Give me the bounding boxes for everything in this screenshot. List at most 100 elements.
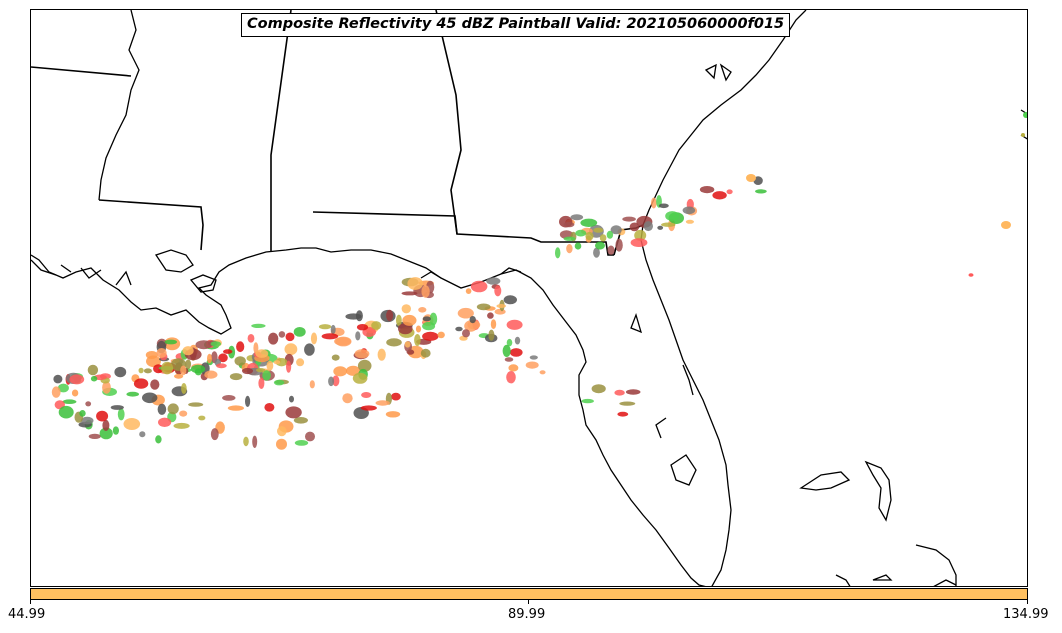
map-title: Composite Reflectivity 45 dBZ Paintball …	[241, 13, 791, 37]
reflectivity-blob	[71, 389, 79, 397]
reflectivity-blob	[617, 411, 629, 417]
reflectivity-blob	[296, 358, 305, 367]
reflectivity-blob	[102, 381, 111, 394]
reflectivity-blob	[496, 304, 507, 308]
reflectivity-blob	[490, 319, 497, 329]
reflectivity-blob	[575, 229, 587, 237]
reflectivity-blob	[99, 427, 113, 440]
reflectivity-blob	[1021, 133, 1025, 137]
reflectivity-blob	[328, 376, 335, 387]
reflectivity-blob	[506, 338, 513, 347]
reflectivity-blob	[243, 436, 249, 447]
reflectivity-blob	[385, 411, 401, 418]
reflectivity-blob	[273, 379, 285, 386]
reflectivity-blob	[57, 383, 69, 393]
reflectivity-blob	[185, 359, 192, 370]
reflectivity-blob	[407, 277, 424, 290]
reflectivity-blob	[255, 349, 269, 358]
reflectivity-blob	[356, 324, 369, 331]
reflectivity-blob	[236, 341, 245, 353]
reflectivity-blob	[155, 435, 162, 444]
reflectivity-blob	[123, 418, 141, 430]
reflectivity-blob	[126, 391, 139, 397]
reflectivity-blob	[514, 336, 521, 345]
reflectivity-blob	[331, 354, 340, 361]
reflectivity-blob	[222, 395, 236, 401]
reflectivity-blob	[599, 234, 607, 242]
reflectivity-blob	[114, 366, 127, 378]
reflectivity-blob	[494, 308, 506, 315]
reflectivity-blob	[79, 410, 86, 417]
reflectivity-blob	[488, 329, 495, 341]
reflectivity-blob	[619, 401, 636, 406]
reflectivity-blob	[273, 360, 281, 365]
reflectivity-blob	[227, 405, 244, 411]
reflectivity-blob	[375, 400, 390, 406]
reflectivity-blob	[593, 227, 604, 233]
reflectivity-blob	[143, 368, 152, 374]
reflectivity-blob	[486, 277, 501, 285]
reflectivity-blob	[563, 236, 576, 241]
reflectivity-blob	[146, 355, 161, 368]
reflectivity-blob	[268, 332, 279, 345]
reflectivity-blob	[195, 340, 213, 350]
reflectivity-blob	[332, 375, 340, 387]
reflectivity-blob	[223, 349, 233, 354]
reflectivity-blob	[570, 214, 584, 221]
reflectivity-blob	[181, 383, 187, 394]
reflectivity-blob	[285, 406, 302, 419]
reflectivity-blob	[173, 422, 190, 429]
reflectivity-blob	[85, 401, 92, 407]
reflectivity-blob	[157, 403, 167, 415]
reflectivity-blob	[305, 431, 315, 442]
reflectivity-blob	[167, 403, 179, 415]
reflectivity-blob	[593, 247, 600, 258]
reflectivity-blob	[304, 343, 315, 356]
reflectivity-blob	[422, 321, 436, 331]
reflectivity-blob	[330, 324, 336, 335]
reflectivity-blob	[245, 395, 251, 407]
reflectivity-paintballs	[51, 112, 1027, 450]
reflectivity-blob	[102, 419, 110, 431]
reflectivity-blob	[242, 367, 253, 375]
reflectivity-blob	[509, 348, 523, 357]
reflectivity-blob	[96, 410, 109, 422]
reflectivity-blob	[210, 428, 219, 441]
state-borders	[31, 10, 644, 256]
reflectivity-blob	[377, 348, 386, 361]
coastline	[31, 10, 1027, 586]
reflectivity-blob	[615, 238, 623, 252]
reflectivity-blob	[529, 355, 538, 360]
reflectivity-blob	[1001, 221, 1011, 229]
reflectivity-blob	[476, 303, 491, 311]
reflectivity-blob	[266, 360, 274, 371]
reflectivity-blob	[726, 189, 733, 195]
reflectivity-blob	[574, 242, 582, 250]
map-canvas	[31, 10, 1027, 586]
reflectivity-blob	[685, 219, 695, 224]
colorbar	[30, 588, 1028, 600]
reflectivity-blob	[58, 405, 74, 419]
reflectivity-blob	[625, 389, 641, 395]
reflectivity-blob	[293, 417, 308, 424]
reflectivity-blob	[404, 341, 411, 348]
reflectivity-blob	[414, 334, 421, 346]
reflectivity-blob	[51, 386, 61, 398]
reflectivity-blob	[354, 349, 370, 359]
reflectivity-blob	[371, 321, 382, 330]
reflectivity-blob	[357, 359, 372, 372]
reflectivity-blob	[210, 341, 222, 347]
reflectivity-blob	[462, 329, 470, 338]
reflectivity-blob	[62, 399, 77, 405]
reflectivity-blob	[87, 364, 99, 376]
reflectivity-blob	[204, 370, 218, 379]
reflectivity-blob	[606, 230, 614, 239]
reflectivity-blob	[418, 307, 427, 313]
reflectivity-blob	[293, 327, 306, 337]
reflectivity-blob	[276, 438, 287, 450]
reflectivity-blob	[415, 325, 422, 333]
reflectivity-blob	[391, 392, 401, 401]
reflectivity-blob	[566, 244, 573, 254]
reflectivity-blob	[262, 370, 271, 381]
reflectivity-blob	[585, 231, 594, 241]
